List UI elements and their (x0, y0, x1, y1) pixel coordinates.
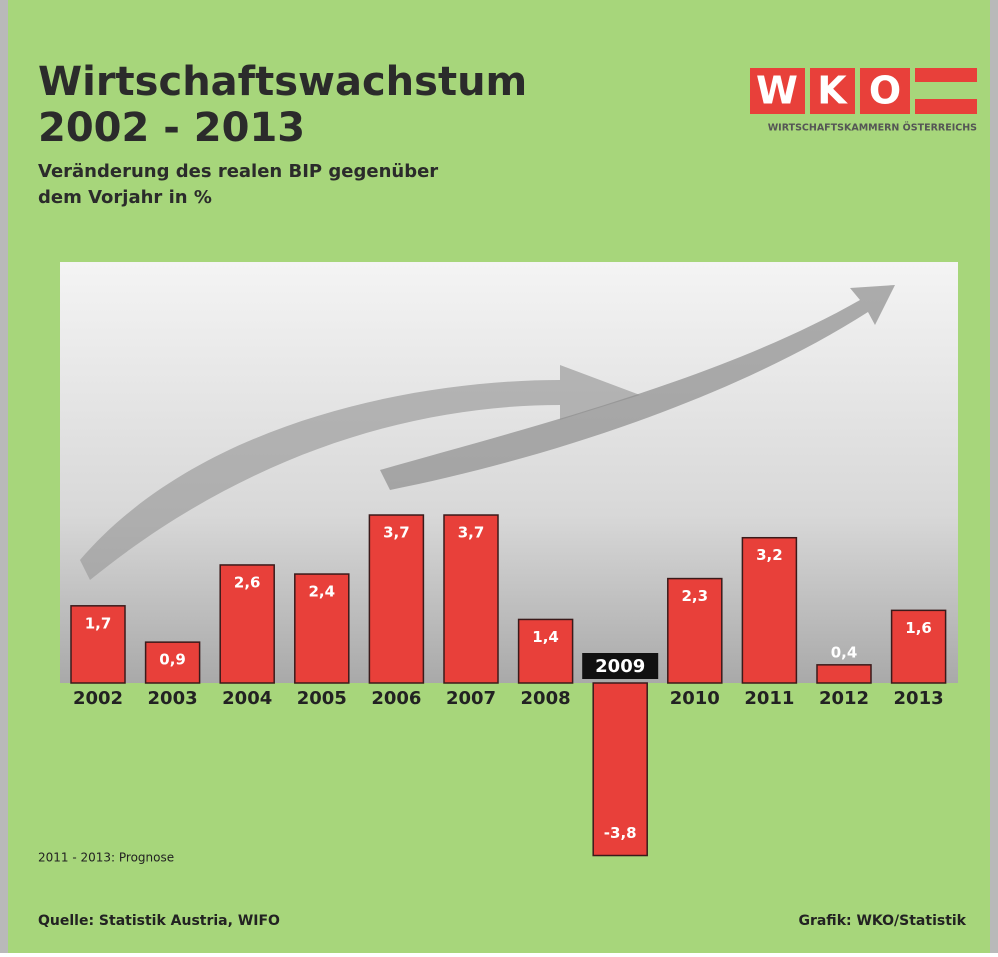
logo-text: WIRTSCHAFTSKAMMERN ÖSTERREICHS (768, 123, 977, 134)
value-label: 3,7 (383, 524, 410, 542)
value-label: 3,7 (458, 524, 485, 542)
logo: W K O WIRTSCHAFTSKAMMERN ÖSTERREICHS (750, 68, 977, 134)
logo-flag (915, 68, 977, 82)
x-tick-label: 2005 (297, 688, 347, 709)
value-label: 3,2 (756, 546, 783, 564)
x-tick-label: 2004 (222, 688, 272, 709)
logo-letter: O (869, 69, 901, 113)
value-label: 0,4 (831, 643, 858, 661)
x-tick-label: 2002 (73, 688, 123, 709)
logo-flag (915, 99, 977, 114)
bar (817, 665, 871, 683)
x-tick-label: 2008 (521, 688, 571, 709)
subtitle: dem Vorjahr in % (38, 187, 212, 208)
x-tick-label: 2012 (819, 688, 869, 709)
value-label: 1,6 (905, 619, 932, 637)
value-label: 2,6 (234, 573, 261, 591)
chart-title: Wirtschaftswachstum (38, 59, 527, 105)
logo-letter: K (817, 69, 848, 113)
page: {"chart_data": {"type": "bar", "title": … (0, 0, 998, 957)
x-tick-label: 2009 (595, 656, 645, 677)
value-label: 2,4 (309, 583, 336, 601)
note: 2011 - 2013: Prognose (38, 851, 174, 865)
value-label: -3,8 (604, 824, 637, 842)
right-border (990, 0, 998, 953)
chart-title: 2002 - 2013 (38, 105, 305, 151)
x-tick-label: 2006 (371, 688, 421, 709)
subtitle: Veränderung des realen BIP gegenüber (38, 161, 438, 182)
value-label: 1,7 (85, 614, 112, 632)
left-border (0, 0, 8, 953)
x-tick-label: 2003 (148, 688, 198, 709)
value-label: 0,9 (159, 651, 186, 669)
x-tick-label: 2013 (894, 688, 944, 709)
x-tick-label: 2010 (670, 688, 720, 709)
x-tick-label: 2011 (744, 688, 794, 709)
x-tick-label: 2007 (446, 688, 496, 709)
value-label: 1,4 (532, 628, 559, 646)
source: Quelle: Statistik Austria, WIFO (38, 913, 280, 929)
logo-letter: W (756, 69, 798, 113)
chart: Wirtschaftswachstum 2002 - 2013 Veränder… (0, 0, 998, 953)
credit: Grafik: WKO/Statistik (798, 913, 966, 929)
value-label: 2,3 (682, 587, 709, 605)
